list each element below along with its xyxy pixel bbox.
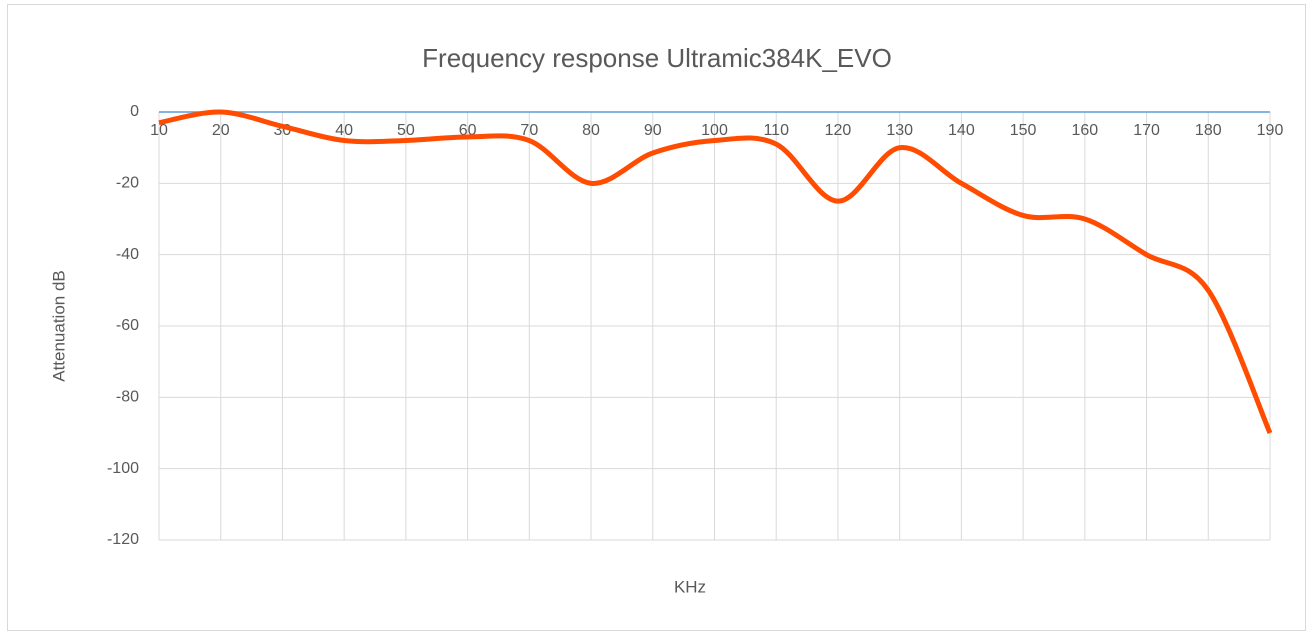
x-tick-label: 150 [1010, 122, 1037, 139]
y-tick-label: -60 [116, 317, 139, 334]
x-tick-label: 120 [825, 122, 852, 139]
x-tick-label: 70 [520, 122, 538, 139]
x-tick-label: 110 [763, 122, 789, 139]
x-tick-label: 170 [1133, 122, 1160, 139]
y-axis-label: Attenuation dB [49, 270, 68, 382]
y-tick-label: -120 [107, 531, 139, 548]
x-axis-label: KHz [674, 577, 706, 596]
data-line [158, 109, 1273, 434]
x-tick-label: 50 [397, 122, 415, 139]
x-tick-label: 160 [1071, 122, 1098, 139]
x-tick-label: 140 [948, 122, 975, 139]
x-tick-label: 40 [335, 122, 353, 139]
x-tick-label: 10 [150, 122, 168, 139]
y-tick-label: -20 [116, 175, 139, 192]
y-tick-label: -100 [107, 460, 139, 477]
x-tick-label: 80 [582, 122, 600, 139]
x-tick-label: 100 [701, 122, 728, 139]
x-tick-label: 20 [212, 122, 230, 139]
y-tick-label: -80 [116, 389, 139, 406]
chart-border [7, 4, 1306, 631]
y-tick-label: 0 [130, 103, 139, 120]
x-tick-label: 90 [644, 122, 662, 139]
y-tick-label: -40 [116, 246, 139, 263]
x-tick-label: 190 [1257, 122, 1284, 139]
x-tick-label: 180 [1195, 122, 1222, 139]
x-tick-label: 130 [886, 122, 913, 139]
chart-title: Frequency response Ultramic384K_EVO [422, 43, 892, 73]
